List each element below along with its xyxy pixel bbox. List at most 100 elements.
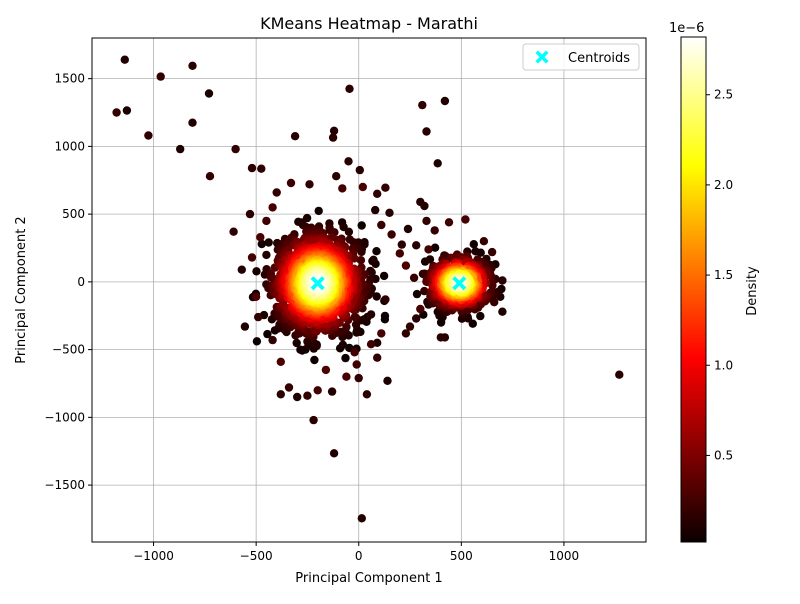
data-point: [245, 209, 255, 219]
x-tick-label: 500: [450, 549, 473, 563]
data-point: [440, 96, 450, 106]
data-point: [262, 250, 271, 260]
data-point: [397, 240, 406, 249]
colorbar-label: Density: [745, 266, 760, 316]
legend-label: Centroids: [568, 51, 630, 66]
colorbar: 0.5 1.0 1.5 2.0 2.5 1e−6 Density: [669, 21, 760, 543]
data-point: [329, 126, 339, 135]
data-point: [144, 131, 153, 140]
data-point: [354, 373, 363, 383]
data-point: [188, 118, 197, 127]
data-point: [268, 335, 277, 345]
centroid-markers: [310, 276, 467, 291]
data-point: [314, 206, 323, 216]
data-point: [380, 311, 390, 321]
data-point: [328, 133, 338, 142]
data-point: [490, 298, 499, 307]
colorbar-tick-label: 1.0: [714, 358, 733, 372]
y-tick-label: −1000: [44, 410, 85, 424]
data-point: [310, 355, 319, 365]
data-point: [352, 360, 361, 369]
colorbar-tick-label: 2.0: [714, 178, 733, 192]
data-point: [487, 247, 497, 257]
data-point: [615, 370, 624, 379]
data-point: [418, 100, 427, 110]
data-point: [188, 61, 197, 70]
data-point: [205, 172, 215, 181]
data-point: [156, 72, 165, 81]
x-tick-label: −500: [240, 549, 273, 563]
y-axis-ticks: −1500 −1000 −500 0 500 1000 1500: [44, 72, 92, 492]
y-tick-label: 0: [77, 275, 85, 289]
data-point: [356, 256, 366, 265]
data-point: [272, 188, 281, 197]
data-point: [252, 267, 261, 276]
data-point: [373, 189, 382, 198]
colorbar-ticks: 0.5 1.0 1.5 2.0 2.5: [706, 88, 733, 462]
chart-title: KMeans Heatmap - Marathi: [260, 14, 478, 33]
colorbar-tick-label: 1.5: [714, 268, 733, 282]
x-axis-ticks: −1000 −500 0 500 1000: [133, 542, 579, 563]
data-point: [329, 449, 339, 458]
data-point: [430, 226, 439, 235]
data-point: [377, 329, 386, 338]
data-point: [355, 165, 364, 175]
data-point: [327, 387, 337, 396]
data-point: [262, 216, 271, 226]
centroid-marker: [310, 276, 325, 291]
data-point: [176, 144, 185, 154]
data-point: [341, 353, 350, 363]
data-point: [332, 172, 341, 181]
data-point: [371, 205, 380, 215]
x-tick-label: 1000: [549, 549, 580, 563]
data-point: [122, 106, 132, 115]
data-point: [476, 311, 485, 321]
data-point: [229, 227, 238, 236]
data-point: [263, 329, 272, 339]
data-point: [204, 89, 214, 98]
data-point: [433, 159, 442, 168]
data-point: [357, 221, 366, 230]
data-point: [498, 276, 507, 285]
x-axis-label: Principal Component 1: [295, 571, 442, 586]
data-point: [469, 240, 478, 249]
data-point: [254, 312, 263, 322]
data-point: [424, 245, 433, 254]
centroid-marker: [452, 276, 467, 291]
data-point: [416, 304, 425, 314]
data-point: [409, 273, 419, 282]
data-point: [237, 265, 246, 274]
data-point: [338, 184, 347, 193]
data-point: [284, 383, 294, 392]
data-point: [416, 197, 425, 207]
data-point: [436, 333, 445, 342]
data-point: [479, 237, 489, 246]
data-point: [231, 144, 240, 154]
plot-frame: [91, 37, 647, 543]
data-point: [344, 227, 354, 236]
data-point: [488, 278, 497, 287]
data-point: [422, 127, 431, 136]
data-point: [292, 338, 301, 348]
data-point: [395, 249, 404, 258]
data-point: [366, 310, 376, 319]
data-point: [350, 312, 360, 322]
data-point: [345, 84, 354, 94]
data-point: [422, 216, 431, 226]
data-point: [362, 390, 372, 399]
data-point: [247, 163, 257, 173]
data-point: [290, 132, 300, 141]
data-point: [112, 108, 121, 117]
legend-x-icon: [535, 50, 549, 64]
y-tick-label: 1500: [54, 72, 85, 86]
data-point: [471, 247, 480, 256]
data-point: [345, 235, 354, 244]
data-point: [256, 233, 265, 242]
y-axis-label: Principal Component 2: [14, 216, 29, 363]
data-point: [387, 230, 396, 239]
y-tick-label: 1000: [54, 139, 85, 153]
x-tick-label: −1000: [133, 549, 174, 563]
data-point: [252, 337, 262, 346]
